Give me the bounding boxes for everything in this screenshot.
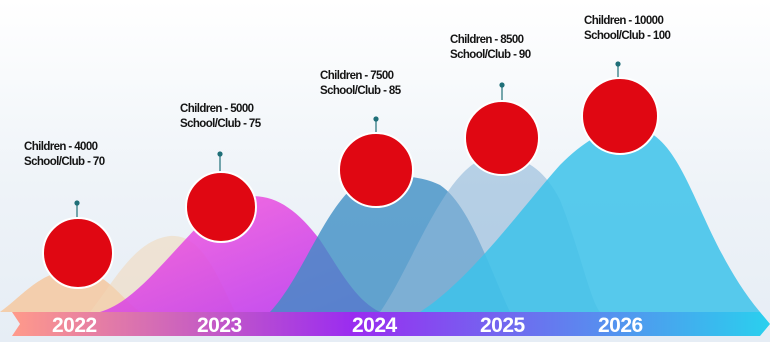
milestone-note-2024: Children - 7500 School/Club - 85 <box>320 69 401 99</box>
milestone-circle-2023 <box>185 171 257 243</box>
year-label-2024: 2024 <box>352 314 397 337</box>
year-band <box>12 312 770 336</box>
milestone-circle-2025 <box>464 100 540 176</box>
school-count-2023: School/Club - 75 <box>180 118 261 130</box>
milestone-circle-2024 <box>338 132 414 208</box>
pin-dot-2025 <box>499 82 505 88</box>
year-label-2026: 2026 <box>598 314 643 337</box>
school-count-2026: School/Club - 100 <box>584 30 671 42</box>
milestone-pins <box>74 61 621 218</box>
pin-dot-2024 <box>373 116 379 122</box>
year-label-2025: 2025 <box>480 314 525 337</box>
pin-dot-2023 <box>217 151 223 157</box>
milestone-circles <box>42 77 659 289</box>
school-count-2022: School/Club - 70 <box>24 156 105 168</box>
milestone-note-2025: Children - 8500 School/Club - 90 <box>450 33 531 63</box>
school-count-2024: School/Club - 85 <box>320 85 401 97</box>
milestone-note-2026: Children - 10000 School/Club - 100 <box>584 14 671 44</box>
children-count-2026: Children - 10000 <box>584 15 664 27</box>
children-count-2025: Children - 8500 <box>450 34 524 46</box>
year-label-2022: 2022 <box>52 314 97 337</box>
year-label-2023: 2023 <box>197 314 242 337</box>
milestone-circle-2022 <box>42 217 114 289</box>
pin-dot-2022 <box>74 200 80 206</box>
school-count-2025: School/Club - 90 <box>450 49 531 61</box>
milestone-note-2022: Children - 4000 School/Club - 70 <box>24 140 105 170</box>
pin-dot-2026 <box>615 61 621 67</box>
milestone-circle-2026 <box>581 77 659 155</box>
children-count-2022: Children - 4000 <box>24 141 98 153</box>
children-count-2024: Children - 7500 <box>320 70 394 82</box>
children-count-2023: Children - 5000 <box>180 103 254 115</box>
milestone-note-2023: Children - 5000 School/Club - 75 <box>180 102 261 132</box>
wave-2026 <box>420 126 760 312</box>
